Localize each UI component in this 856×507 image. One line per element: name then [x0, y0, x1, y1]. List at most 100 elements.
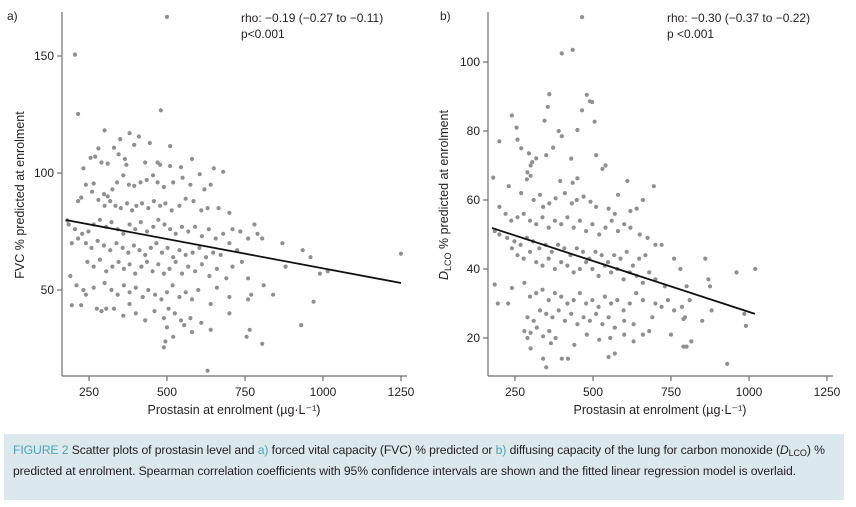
caption-b-text: diffusing capacity of the lung for carbo… [509, 443, 773, 457]
data-point [491, 175, 496, 180]
data-point [133, 285, 138, 290]
data-point [622, 332, 627, 337]
y-tick-label: 150 [34, 49, 54, 63]
panel-b-regression-line [491, 227, 756, 315]
data-point [164, 14, 170, 19]
data-point [252, 222, 257, 227]
data-point [114, 241, 119, 246]
panel-a-points [65, 14, 404, 373]
data-point [76, 236, 81, 241]
x-tick-label: 500 [583, 385, 603, 399]
data-point [218, 252, 223, 257]
data-point [155, 180, 160, 185]
data-point [634, 206, 639, 211]
data-point [515, 253, 520, 258]
data-point [111, 306, 117, 311]
data-point [584, 301, 589, 306]
data-point [88, 155, 93, 160]
data-point [606, 315, 611, 320]
data-point [156, 217, 161, 222]
data-point [208, 182, 213, 187]
data-point [133, 311, 138, 316]
panel-b-rho-annotation: rho: −0.30 (−0.37 to −0.22) [667, 11, 810, 25]
data-point [104, 269, 109, 274]
panel-b-chart: b) 20 40 60 80 100 250 500 750 1000 1250 rho: −0… [428, 0, 856, 430]
panel-a-svg: a) 50 100 150 250 500 750 1000 1250 rho: −0.19… [7, 9, 415, 417]
data-point [199, 262, 204, 267]
data-point [113, 203, 118, 208]
data-point [197, 245, 202, 250]
data-point [709, 308, 714, 313]
data-point [625, 178, 630, 184]
data-point [83, 182, 88, 187]
data-point [83, 241, 88, 246]
panel-b-svg: b) 20 40 60 80 100 250 500 750 1000 1250 rho: −0… [437, 9, 841, 417]
data-point [121, 313, 126, 318]
data-point [68, 273, 73, 279]
data-point [550, 315, 555, 320]
data-point [121, 266, 126, 271]
data-point [565, 215, 570, 220]
data-point [597, 232, 602, 237]
data-point [706, 277, 711, 282]
data-point [703, 256, 708, 261]
data-point [569, 311, 574, 316]
panel-a-x-ticks: 250 500 750 1000 1250 [79, 376, 415, 399]
data-point [580, 249, 586, 254]
data-point [552, 291, 557, 296]
data-point [637, 232, 642, 237]
panel-a-y-ticks: 50 100 150 [34, 49, 62, 297]
data-point [537, 192, 543, 197]
data-point [497, 232, 502, 237]
data-point [101, 243, 107, 248]
data-point [167, 266, 172, 271]
caption-b-ref[interactable]: b) [495, 443, 507, 457]
data-point [221, 169, 226, 174]
data-point [227, 294, 232, 300]
data-point [522, 329, 527, 334]
data-point [684, 284, 689, 289]
caption-dlco-d: D [779, 443, 789, 457]
data-point [653, 301, 658, 306]
data-point [534, 291, 539, 296]
data-point [734, 270, 739, 275]
data-point [628, 208, 633, 214]
data-point [188, 316, 193, 321]
data-point [541, 356, 546, 361]
panel-a-p-annotation: p<0.001 [241, 27, 285, 41]
panel-b-y-axis-title: DLCO % predicted at enrolment [437, 109, 453, 280]
data-point [679, 304, 684, 309]
data-point [588, 199, 593, 204]
data-point [91, 181, 96, 186]
data-point [534, 156, 539, 161]
data-point [140, 294, 145, 300]
data-point [612, 351, 617, 356]
data-point [99, 309, 104, 314]
data-point [544, 311, 549, 316]
data-point [571, 298, 576, 303]
caption-a-ref[interactable]: a) [257, 443, 269, 457]
data-point [164, 325, 170, 330]
x-tick-label: 1000 [310, 385, 337, 399]
data-point [574, 197, 579, 203]
data-point [96, 146, 101, 151]
data-point [153, 292, 158, 297]
data-point [173, 259, 178, 264]
data-point [150, 269, 155, 274]
y-tick-label: 40 [467, 262, 481, 276]
data-point [581, 315, 586, 320]
y-tick-label: 60 [467, 193, 481, 207]
data-point [570, 47, 575, 53]
panel-b-x-ticks: 250 500 750 1000 1250 [505, 376, 841, 399]
data-point [531, 318, 536, 323]
data-point [594, 311, 599, 316]
data-point [553, 335, 558, 341]
data-point [672, 256, 677, 261]
data-point [130, 208, 135, 213]
data-point [93, 154, 98, 159]
data-point [208, 301, 213, 307]
data-point [121, 173, 126, 178]
data-point [615, 229, 621, 234]
data-point [552, 218, 557, 223]
data-point [518, 242, 523, 247]
